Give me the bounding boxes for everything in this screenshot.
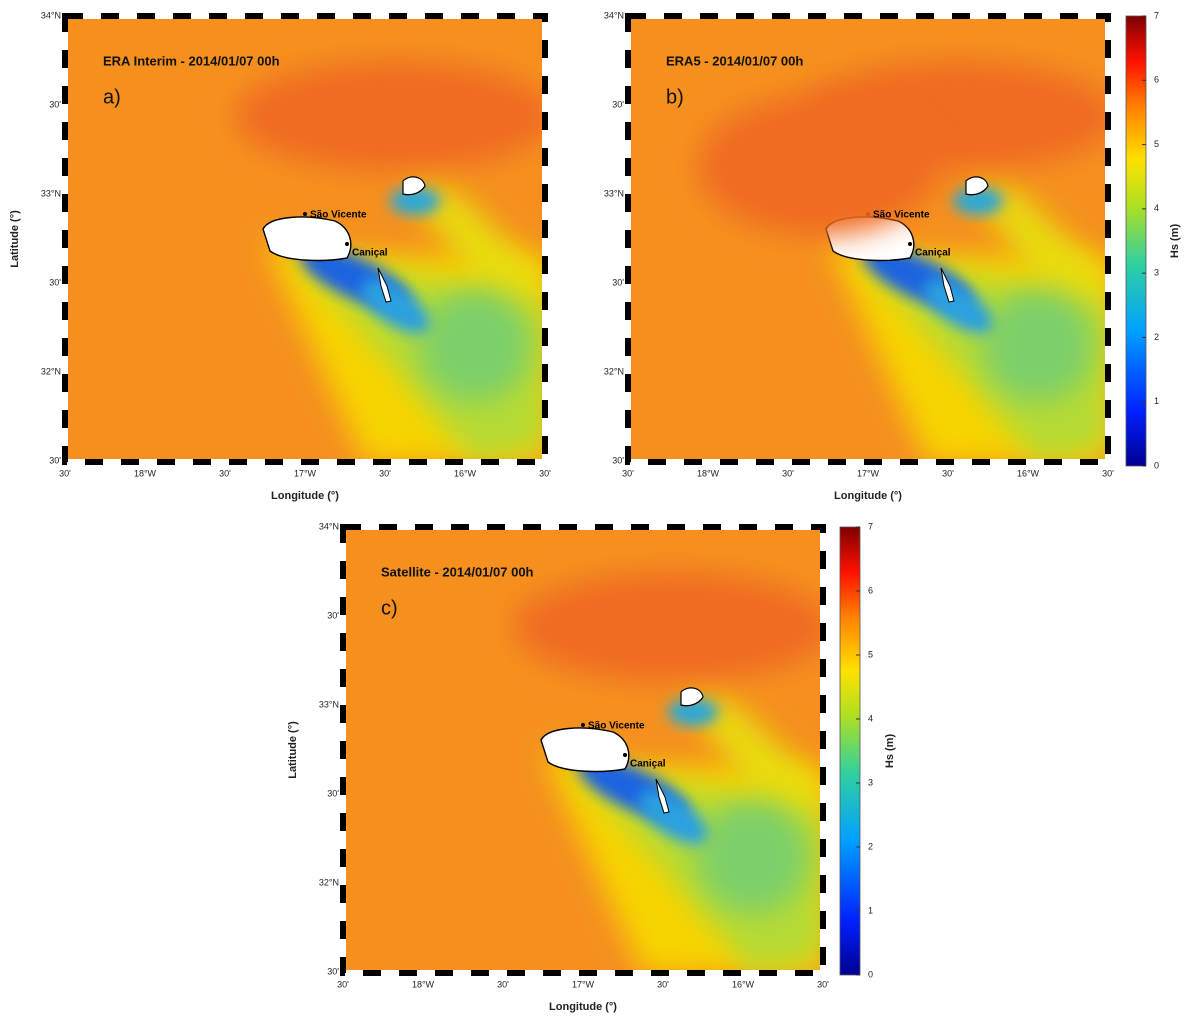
panel-letter: b) xyxy=(666,86,684,108)
lat-tick-label: 30' xyxy=(612,99,624,109)
colorbar-tick-label: 4 xyxy=(868,713,873,723)
lon-tick-label: 16°W xyxy=(732,979,755,989)
y-axis-label: Latitude (°) xyxy=(287,721,299,779)
x-axis-label: Longitude (°) xyxy=(271,490,339,502)
panel-letter: c) xyxy=(381,597,398,619)
colorbar-tick-label: 4 xyxy=(1154,203,1159,213)
place-label: São Vicente xyxy=(873,210,930,221)
colorbar-label: Hs (m) xyxy=(1169,224,1181,259)
colorbar-tick-label: 0 xyxy=(868,969,873,979)
frame-dashes xyxy=(340,524,826,976)
lon-tick-label: 17°W xyxy=(857,468,880,478)
lat-tick-label: 30' xyxy=(327,610,339,620)
lon-tick-label: 16°W xyxy=(1017,468,1040,478)
colorbar-tick-label: 1 xyxy=(868,905,873,915)
lon-tick-label: 30' xyxy=(942,468,954,478)
lat-tick-label: 34°N xyxy=(41,10,61,20)
colorbar-gradient xyxy=(839,526,861,976)
lat-tick-label: 30' xyxy=(49,99,61,109)
colorbar-tick-label: 3 xyxy=(1154,268,1159,278)
colorbar-tick-label: 7 xyxy=(868,521,873,531)
frame-dashes xyxy=(625,13,1111,465)
lat-tick-label: 34°N xyxy=(319,521,339,531)
panel-title: Satellite - 2014/01/07 00h xyxy=(381,564,534,579)
colorbar: 0 1 2 3 4 5 6 7 Hs (m) xyxy=(839,521,896,979)
lat-tick-label: 32°N xyxy=(604,366,624,376)
lon-tick-label: 30' xyxy=(622,468,634,478)
wave-region xyxy=(698,96,938,236)
lat-tick-label: 30' xyxy=(612,455,624,465)
colorbar-tick-label: 2 xyxy=(1154,332,1159,342)
colorbar-tick-label: 3 xyxy=(868,777,873,787)
colorbar-tick-label: 1 xyxy=(1154,396,1159,406)
lon-tick-label: 16°W xyxy=(454,468,477,478)
lat-tick-label: 33°N xyxy=(604,188,624,198)
colorbar-gradient xyxy=(1125,15,1147,467)
colorbar-label: Hs (m) xyxy=(884,734,896,769)
place-label: São Vicente xyxy=(588,721,645,732)
lon-tick-label: 18°W xyxy=(697,468,720,478)
lat-tick-label: 34°N xyxy=(604,10,624,20)
colorbar-tick-label: 6 xyxy=(1154,75,1159,85)
place-label: Caniçal xyxy=(630,759,666,770)
map-panel: Satellite - 2014/01/07 00h c) 34°N 30' 33°N 3… xyxy=(287,521,833,1013)
panel-title: ERA Interim - 2014/01/07 00h xyxy=(103,53,280,68)
panel-title: ERA5 - 2014/01/07 00h xyxy=(666,53,803,68)
colorbar-tick-label: 0 xyxy=(1154,460,1159,470)
lon-tick-label: 30' xyxy=(219,468,231,478)
place-label: Caniçal xyxy=(915,248,951,259)
lon-tick-label: 30' xyxy=(1102,468,1114,478)
lat-tick-label: 30' xyxy=(49,277,61,287)
lon-tick-label: 30' xyxy=(59,468,71,478)
colorbar: 0 1 2 3 4 5 6 7 Hs (m) xyxy=(1125,10,1181,470)
place-label: Caniçal xyxy=(352,248,388,259)
lat-tick-label: 32°N xyxy=(41,366,61,376)
x-axis-label: Longitude (°) xyxy=(834,490,902,502)
colorbar-tick-label: 6 xyxy=(868,585,873,595)
colorbar-tick-label: 2 xyxy=(868,841,873,851)
lon-tick-label: 30' xyxy=(782,468,794,478)
lon-tick-label: 30' xyxy=(379,468,391,478)
lat-tick-label: 33°N xyxy=(319,699,339,709)
wave-map xyxy=(65,16,555,462)
y-axis-label: Latitude (°) xyxy=(9,210,21,268)
lat-tick-label: 30' xyxy=(327,788,339,798)
lon-tick-label: 17°W xyxy=(572,979,595,989)
lon-tick-label: 30' xyxy=(657,979,669,989)
lon-tick-label: 18°W xyxy=(134,468,157,478)
x-axis-label: Longitude (°) xyxy=(549,1001,617,1013)
map-panel: ERA Interim - 2014/01/07 00h a) 34°N 30' 33°… xyxy=(9,10,555,502)
lat-tick-label: 30' xyxy=(49,455,61,465)
lon-tick-label: 30' xyxy=(337,979,349,989)
frame-dashes xyxy=(62,13,548,465)
lat-tick-label: 33°N xyxy=(41,188,61,198)
wave-map xyxy=(343,527,833,973)
lon-tick-label: 30' xyxy=(497,979,509,989)
colorbar-tick-label: 7 xyxy=(1154,10,1159,20)
colorbar-tick-label: 5 xyxy=(868,649,873,659)
lat-tick-label: 32°N xyxy=(319,877,339,887)
place-label: São Vicente xyxy=(310,210,367,221)
lon-tick-label: 30' xyxy=(539,468,551,478)
lat-tick-label: 30' xyxy=(612,277,624,287)
map-panel: ERA5 - 2014/01/07 00h b) 34°N 30' 33°N 30' 32°… xyxy=(604,10,1118,502)
lon-tick-label: 30' xyxy=(817,979,829,989)
lon-tick-label: 17°W xyxy=(294,468,317,478)
colorbar-tick-label: 5 xyxy=(1154,139,1159,149)
lon-tick-label: 18°W xyxy=(412,979,435,989)
panel-letter: a) xyxy=(103,86,121,108)
lat-tick-label: 30' xyxy=(327,966,339,976)
